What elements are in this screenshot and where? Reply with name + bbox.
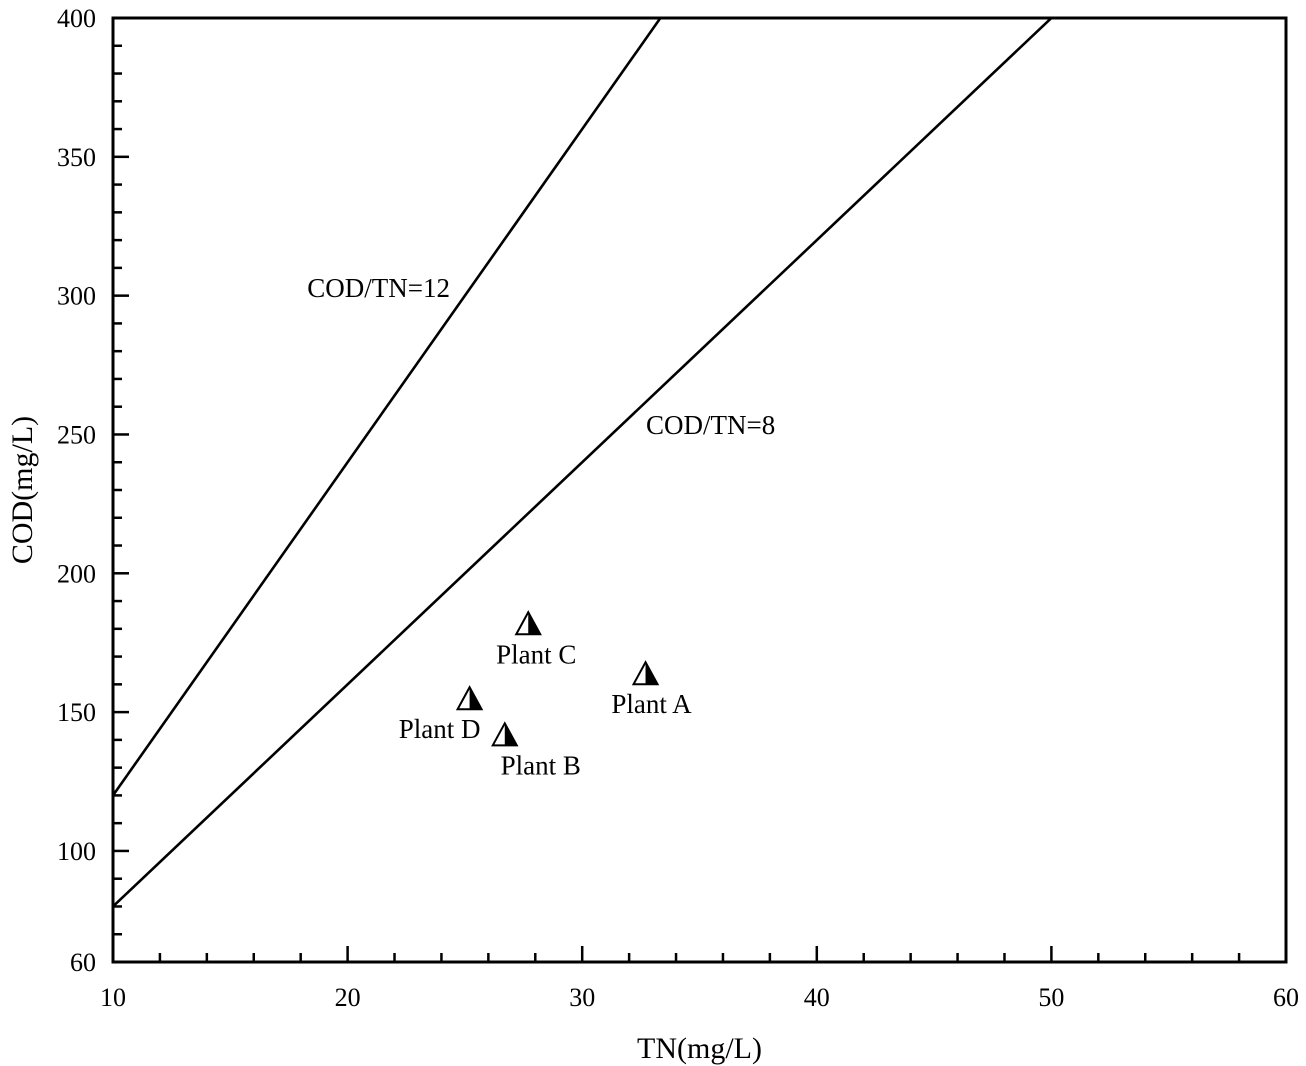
reference-lines xyxy=(113,18,1054,908)
x-tick-label: 10 xyxy=(100,983,126,1012)
data-point-plant-d xyxy=(455,685,484,711)
line-annotations: COD/TN=12 COD/TN=8 xyxy=(307,273,775,440)
y-tick-label: 300 xyxy=(57,282,96,311)
x-tick-label: 50 xyxy=(1038,983,1064,1012)
y-axis-title: COD(mg/L) xyxy=(6,416,39,564)
x-tick-label: 30 xyxy=(569,983,595,1012)
point-label: Plant A xyxy=(611,689,692,719)
y-tick-label: 100 xyxy=(57,837,96,866)
reference-line-label-0: COD/TN=12 xyxy=(307,273,450,303)
data-point-plant-b xyxy=(491,721,519,747)
x-tick-label: 20 xyxy=(335,983,361,1012)
marker-outline xyxy=(491,721,519,747)
point-label: Plant B xyxy=(501,750,581,780)
marker-outline xyxy=(631,660,660,686)
plot-frame xyxy=(111,16,1288,964)
y-tick-label: 400 xyxy=(57,4,96,33)
y-tick-label: 250 xyxy=(57,420,96,449)
y-tick-label: 150 xyxy=(57,698,96,727)
x-axis-title: TN(mg/L) xyxy=(637,1032,762,1065)
x-tick-label: 40 xyxy=(804,983,830,1012)
marker-outline xyxy=(514,610,542,636)
point-labels: Plant A Plant B Plant C Plant D xyxy=(399,639,692,780)
y-tick-label: 350 xyxy=(57,143,96,172)
reference-line-1 xyxy=(113,18,1054,908)
axis-ticks xyxy=(111,16,1288,962)
x-tick-label: 60 xyxy=(1273,983,1299,1012)
data-points xyxy=(455,610,660,747)
tick-labels: 10 20 30 40 50 60 60 100 150 200 250 300 350 400 xyxy=(57,4,1299,1012)
point-label: Plant C xyxy=(496,639,576,669)
y-tick-label: 60 xyxy=(70,948,96,977)
y-tick-label: 200 xyxy=(57,559,96,588)
point-label: Plant D xyxy=(399,714,481,744)
reference-line-0 xyxy=(113,18,662,797)
data-point-plant-a xyxy=(631,660,660,686)
data-point-plant-c xyxy=(514,610,542,636)
marker-outline xyxy=(455,685,484,711)
reference-line-label-1: COD/TN=8 xyxy=(646,410,775,440)
